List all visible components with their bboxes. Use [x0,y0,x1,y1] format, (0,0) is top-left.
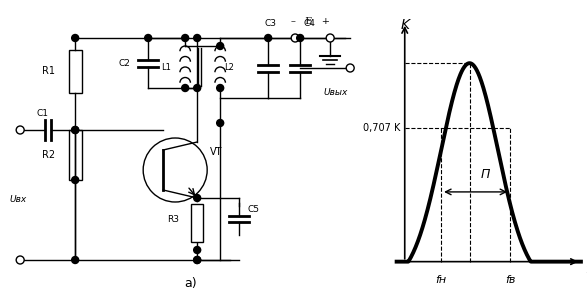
Circle shape [72,126,79,134]
Circle shape [16,256,24,264]
Text: а): а) [184,277,197,290]
Circle shape [194,85,201,91]
Text: fн: fн [436,275,447,285]
Text: R3: R3 [167,215,179,224]
Text: C5: C5 [247,206,259,215]
Circle shape [194,246,201,254]
Circle shape [182,85,188,91]
Circle shape [194,257,201,263]
Text: –   E   +: – E + [291,17,330,26]
Circle shape [72,176,79,184]
Circle shape [326,34,334,42]
Text: R1: R1 [42,66,55,77]
Text: L1: L1 [161,63,171,72]
Text: K: K [400,18,409,32]
Text: C3: C3 [264,19,276,28]
Circle shape [217,119,224,126]
Circle shape [346,64,354,72]
Bar [69,50,82,93]
Text: П: П [481,168,490,181]
Circle shape [217,85,224,91]
Circle shape [72,35,79,41]
Bar [69,130,82,180]
Text: f: f [585,263,587,276]
Text: Uвых: Uвых [323,88,348,97]
Text: VT: VT [210,147,222,157]
Circle shape [296,35,303,41]
Circle shape [72,257,79,263]
Circle shape [194,257,201,263]
Text: 0,707 K: 0,707 K [363,122,401,133]
Circle shape [194,195,201,201]
Circle shape [194,35,201,41]
Circle shape [291,34,299,42]
Circle shape [265,35,272,41]
Text: C1: C1 [36,109,49,118]
Circle shape [72,126,79,134]
Bar [191,204,203,242]
Circle shape [144,35,151,41]
Text: R2: R2 [42,150,55,160]
Circle shape [217,43,224,49]
Text: L2: L2 [224,63,234,72]
Text: fв: fв [505,275,515,285]
Text: C2: C2 [119,58,130,68]
Circle shape [16,126,24,134]
Text: C4: C4 [303,19,315,28]
Circle shape [182,35,188,41]
Text: Uвх: Uвх [9,195,27,204]
